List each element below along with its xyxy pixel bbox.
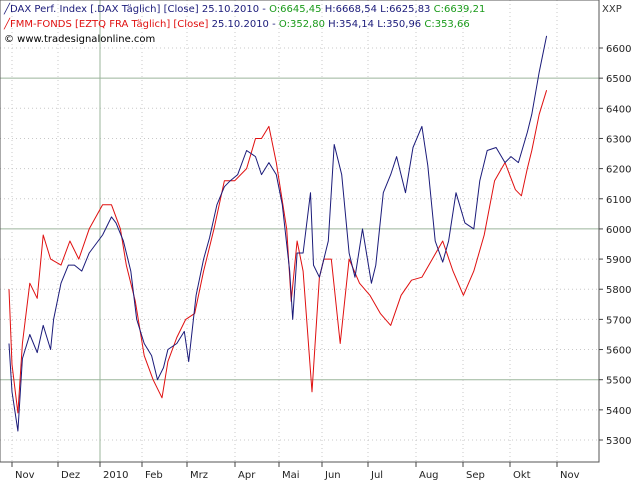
legend-dax-line-icon: ╱ — [4, 4, 11, 15]
legend-dax-close: C:6639,21 — [433, 4, 486, 15]
legend-dax-name: DAX Perf. Index [.DAX Täglich] [Close] — [10, 4, 199, 15]
x-tick-label: Mai — [282, 470, 300, 480]
y-tick-label: 6500 — [606, 74, 631, 85]
x-tick-label: Sep — [466, 470, 485, 480]
x-tick-label: Apr — [238, 470, 256, 480]
x-tick-label: Jun — [324, 470, 341, 480]
y-tick-label: 6400 — [606, 104, 631, 115]
legend-fmm-date: 25.10.2010 — [211, 19, 269, 30]
x-tick-label: Dez — [61, 470, 80, 480]
y-tick-label: 5700 — [606, 315, 631, 326]
x-tick-label: Aug — [419, 470, 439, 480]
legend-fmm: ╱FMM-FONDS [EZTQ FRA Täglich] [Close] 25… — [4, 19, 470, 30]
legend-fmm-open: O:352,80 — [278, 19, 325, 30]
y-tick-label: 5300 — [606, 436, 631, 447]
x-tick-label: Nov — [15, 470, 35, 480]
y-tick-label: 5800 — [606, 285, 631, 296]
y-tick-label: 6300 — [606, 134, 631, 145]
y-tick-label: 5600 — [606, 346, 631, 357]
legend-fmm-name: FMM-FONDS [EZTQ FRA Täglich] [Close] — [10, 19, 209, 30]
fmm-series-line — [8, 90, 548, 414]
unit-label: XXP — [602, 4, 622, 15]
x-tick-label: Nov — [560, 470, 580, 480]
x-tick-label: Jul — [370, 470, 383, 480]
legend-dax-high: H:6668,54 — [324, 4, 377, 15]
x-tick-label: Feb — [145, 470, 163, 480]
dax-series-line — [8, 35, 548, 432]
legend-fmm-close: C:353,66 — [424, 19, 470, 30]
y-tick-label: 5500 — [606, 376, 631, 387]
legend-dax-open: O:6645,45 — [269, 4, 322, 15]
legend-dax: ╱DAX Perf. Index [.DAX Täglich] [Close] … — [4, 4, 486, 15]
legend-dax-date: 25.10.2010 — [201, 4, 260, 15]
legend-fmm-low: L:350,96 — [377, 19, 422, 30]
legend-fmm-line-icon: ╱ — [4, 19, 11, 30]
y-tick-label: 5900 — [606, 255, 631, 266]
chart-series-group — [8, 35, 548, 432]
chart-grid — [0, 0, 599, 462]
x-tick-label: 2010 — [103, 470, 128, 480]
y-axis: 5300 5400 5500 5600 5700 5800 5900 6000 6100 6200… — [599, 44, 631, 447]
y-tick-label: 6600 — [606, 44, 631, 55]
y-tick-label: 6200 — [606, 165, 631, 176]
y-tick-label: 6100 — [606, 195, 631, 206]
y-tick-label: 5400 — [606, 406, 631, 417]
legend-fmm-high: H:354,14 — [328, 19, 375, 30]
legend-dax-low: L:6625,83 — [380, 4, 431, 15]
watermark: © www.tradesignalonline.com — [4, 34, 156, 45]
x-tick-label: Okt — [513, 470, 531, 480]
x-axis: Nov Dez 2010 Feb Mrz Apr Mai Jun Jul Aug Sep Okt Nov — [11, 462, 580, 480]
x-tick-label: Mrz — [190, 470, 208, 480]
plot-frame — [0, 0, 600, 463]
y-tick-label: 6000 — [606, 225, 631, 236]
